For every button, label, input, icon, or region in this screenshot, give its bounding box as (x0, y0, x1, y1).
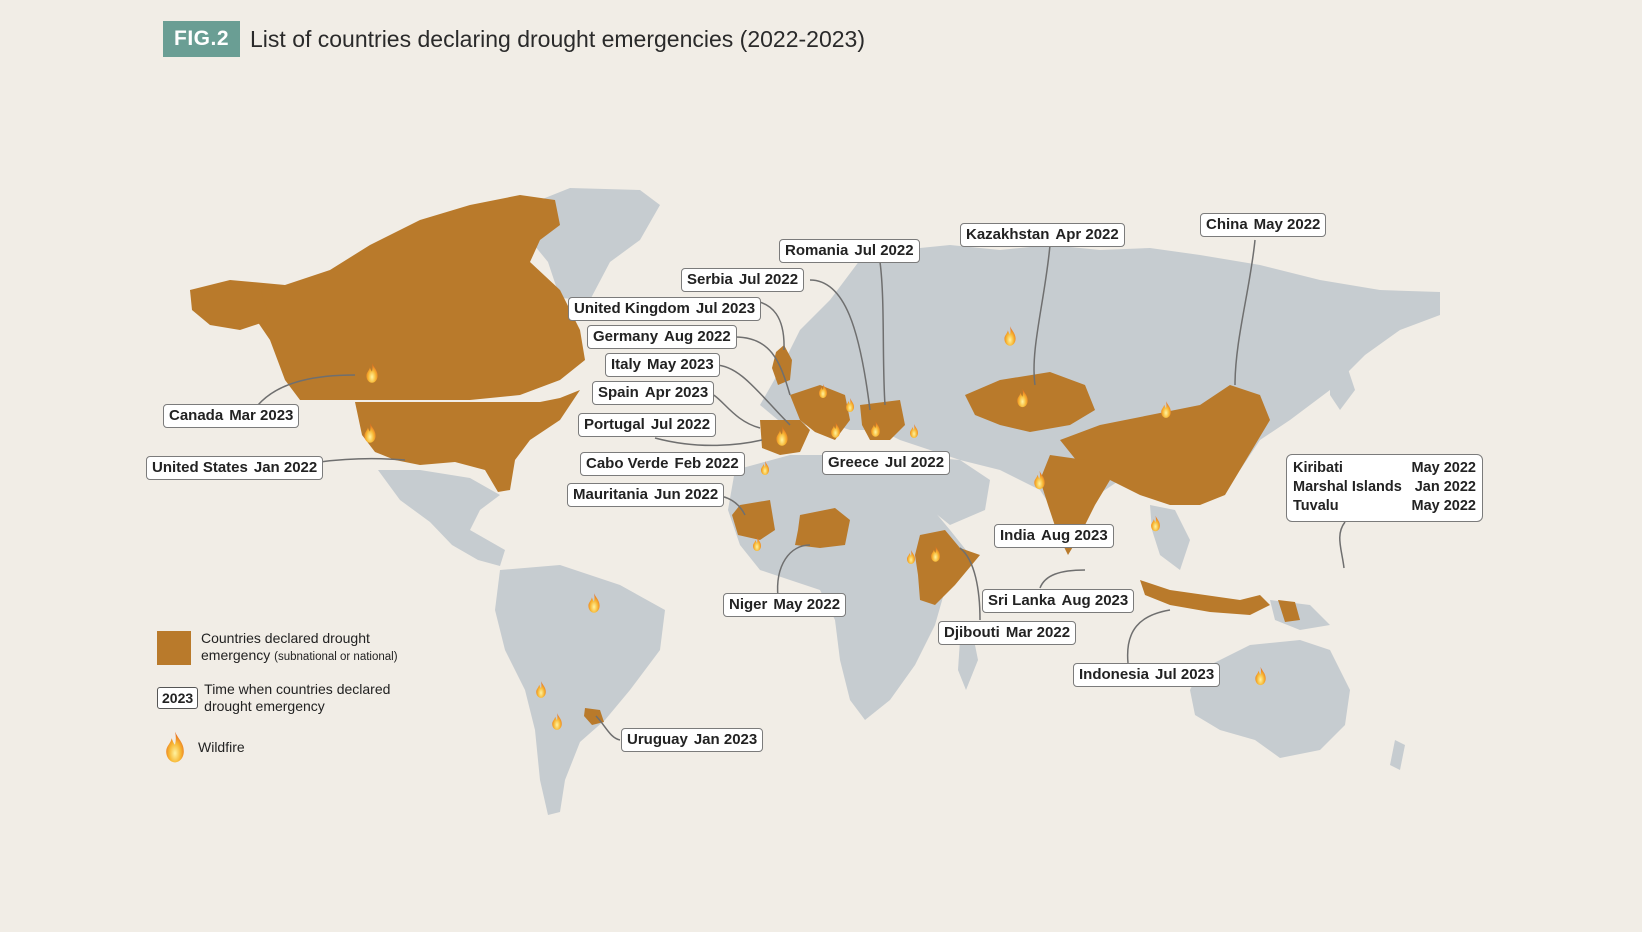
label-niger: Niger May 2022 (723, 593, 847, 617)
legend-time: 2023 Time when countries declared drough… (157, 681, 390, 715)
label-uruguay: Uruguay Jan 2023 (621, 728, 764, 752)
label-kazakhstan: Kazakhstan Apr 2022 (960, 223, 1125, 247)
australia-land (1190, 640, 1350, 758)
leader-kazakhstan (1033, 244, 1051, 386)
land-layer (378, 188, 1440, 815)
leader-germany (734, 336, 791, 396)
label-india: India Aug 2023 (994, 524, 1114, 548)
label-indonesia: Indonesia Jul 2023 (1073, 663, 1221, 687)
label-spain: Spain Apr 2023 (592, 381, 715, 405)
label-canada: Canada Mar 2023 (163, 404, 300, 428)
united-states-area (355, 390, 580, 492)
leader-italy (714, 364, 791, 426)
label-germany: Germany Aug 2022 (587, 325, 737, 349)
new-zealand-land (1390, 740, 1405, 770)
label-italy: Italy May 2023 (605, 353, 720, 377)
western-europe-area (790, 385, 850, 440)
leader-portugal (654, 437, 763, 447)
leader-indonesia (1126, 609, 1171, 664)
legend-declared: Countries declared drought emergency (su… (157, 630, 398, 666)
japan-land (1330, 360, 1355, 410)
horn-of-africa-area (915, 530, 980, 605)
leader-uruguay (595, 715, 621, 741)
madagascar-land (958, 630, 978, 690)
pacific-row: Marshal Islands Jan 2022 (1293, 479, 1476, 495)
legend-wildfire: Wildfire (164, 730, 245, 764)
pacific-row: Kiribati May 2022 (1293, 460, 1476, 476)
europe-asia-land (760, 245, 1440, 520)
indonesia-east-area (1278, 600, 1300, 622)
mexico-central-america-land (378, 470, 505, 566)
legend-swatch (157, 631, 191, 665)
scandinavia-land (840, 262, 900, 330)
leader-djibouti (959, 547, 981, 621)
uk-area (772, 345, 792, 385)
label-china: China May 2022 (1200, 213, 1327, 237)
label-greece: Greece Jul 2022 (822, 451, 951, 475)
figure-tag: FIG.2 (163, 21, 241, 57)
leader-niger (776, 544, 811, 598)
legend-year-box: 2023 (157, 687, 199, 709)
canada-area (190, 195, 585, 400)
balkans-area (860, 400, 905, 440)
leader-canada (257, 374, 356, 406)
label-mauritania: Mauritania Jun 2022 (567, 483, 725, 507)
south-america-land (495, 565, 665, 815)
pacific-row: Tuvalu May 2022 (1293, 498, 1476, 514)
label-portugal: Portugal Jul 2022 (578, 413, 717, 437)
southeast-asia-land (1150, 505, 1190, 570)
leader-china (1234, 239, 1256, 386)
figure-header: FIG.2 List of countries declaring drough… (163, 21, 865, 57)
leader-srilanka (1039, 569, 1086, 589)
africa-land (728, 455, 970, 720)
alaska-area (190, 288, 270, 330)
label-serbia: Serbia Jul 2022 (681, 268, 805, 292)
leader-pacific (1339, 521, 1346, 569)
flame-icon (166, 731, 184, 763)
leader-romania (879, 261, 886, 406)
label-sri-lanka: Sri Lanka Aug 2023 (982, 589, 1135, 613)
china-area (1060, 385, 1270, 505)
label-cabo-verde: Cabo Verde Feb 2022 (580, 452, 745, 476)
indonesia-area (1140, 580, 1270, 615)
niger-area (795, 508, 850, 548)
uruguay-area (584, 708, 604, 725)
figure-title: List of countries declaring drought emer… (250, 25, 865, 52)
kazakhstan-area (965, 372, 1095, 432)
leader-serbia (809, 279, 871, 411)
label-djibouti: Djibouti Mar 2022 (938, 621, 1077, 645)
leader-lines (257, 239, 1346, 741)
label-romania: Romania Jul 2022 (779, 239, 920, 263)
label-pacific-islands: Kiribati May 2022 Marshal Islands Jan 2022… (1286, 454, 1483, 522)
papua-land (1270, 600, 1330, 630)
leader-us (319, 457, 406, 463)
label-united-kingdom: United Kingdom Jul 2023 (568, 297, 762, 321)
label-united-states: United States Jan 2022 (146, 456, 324, 480)
